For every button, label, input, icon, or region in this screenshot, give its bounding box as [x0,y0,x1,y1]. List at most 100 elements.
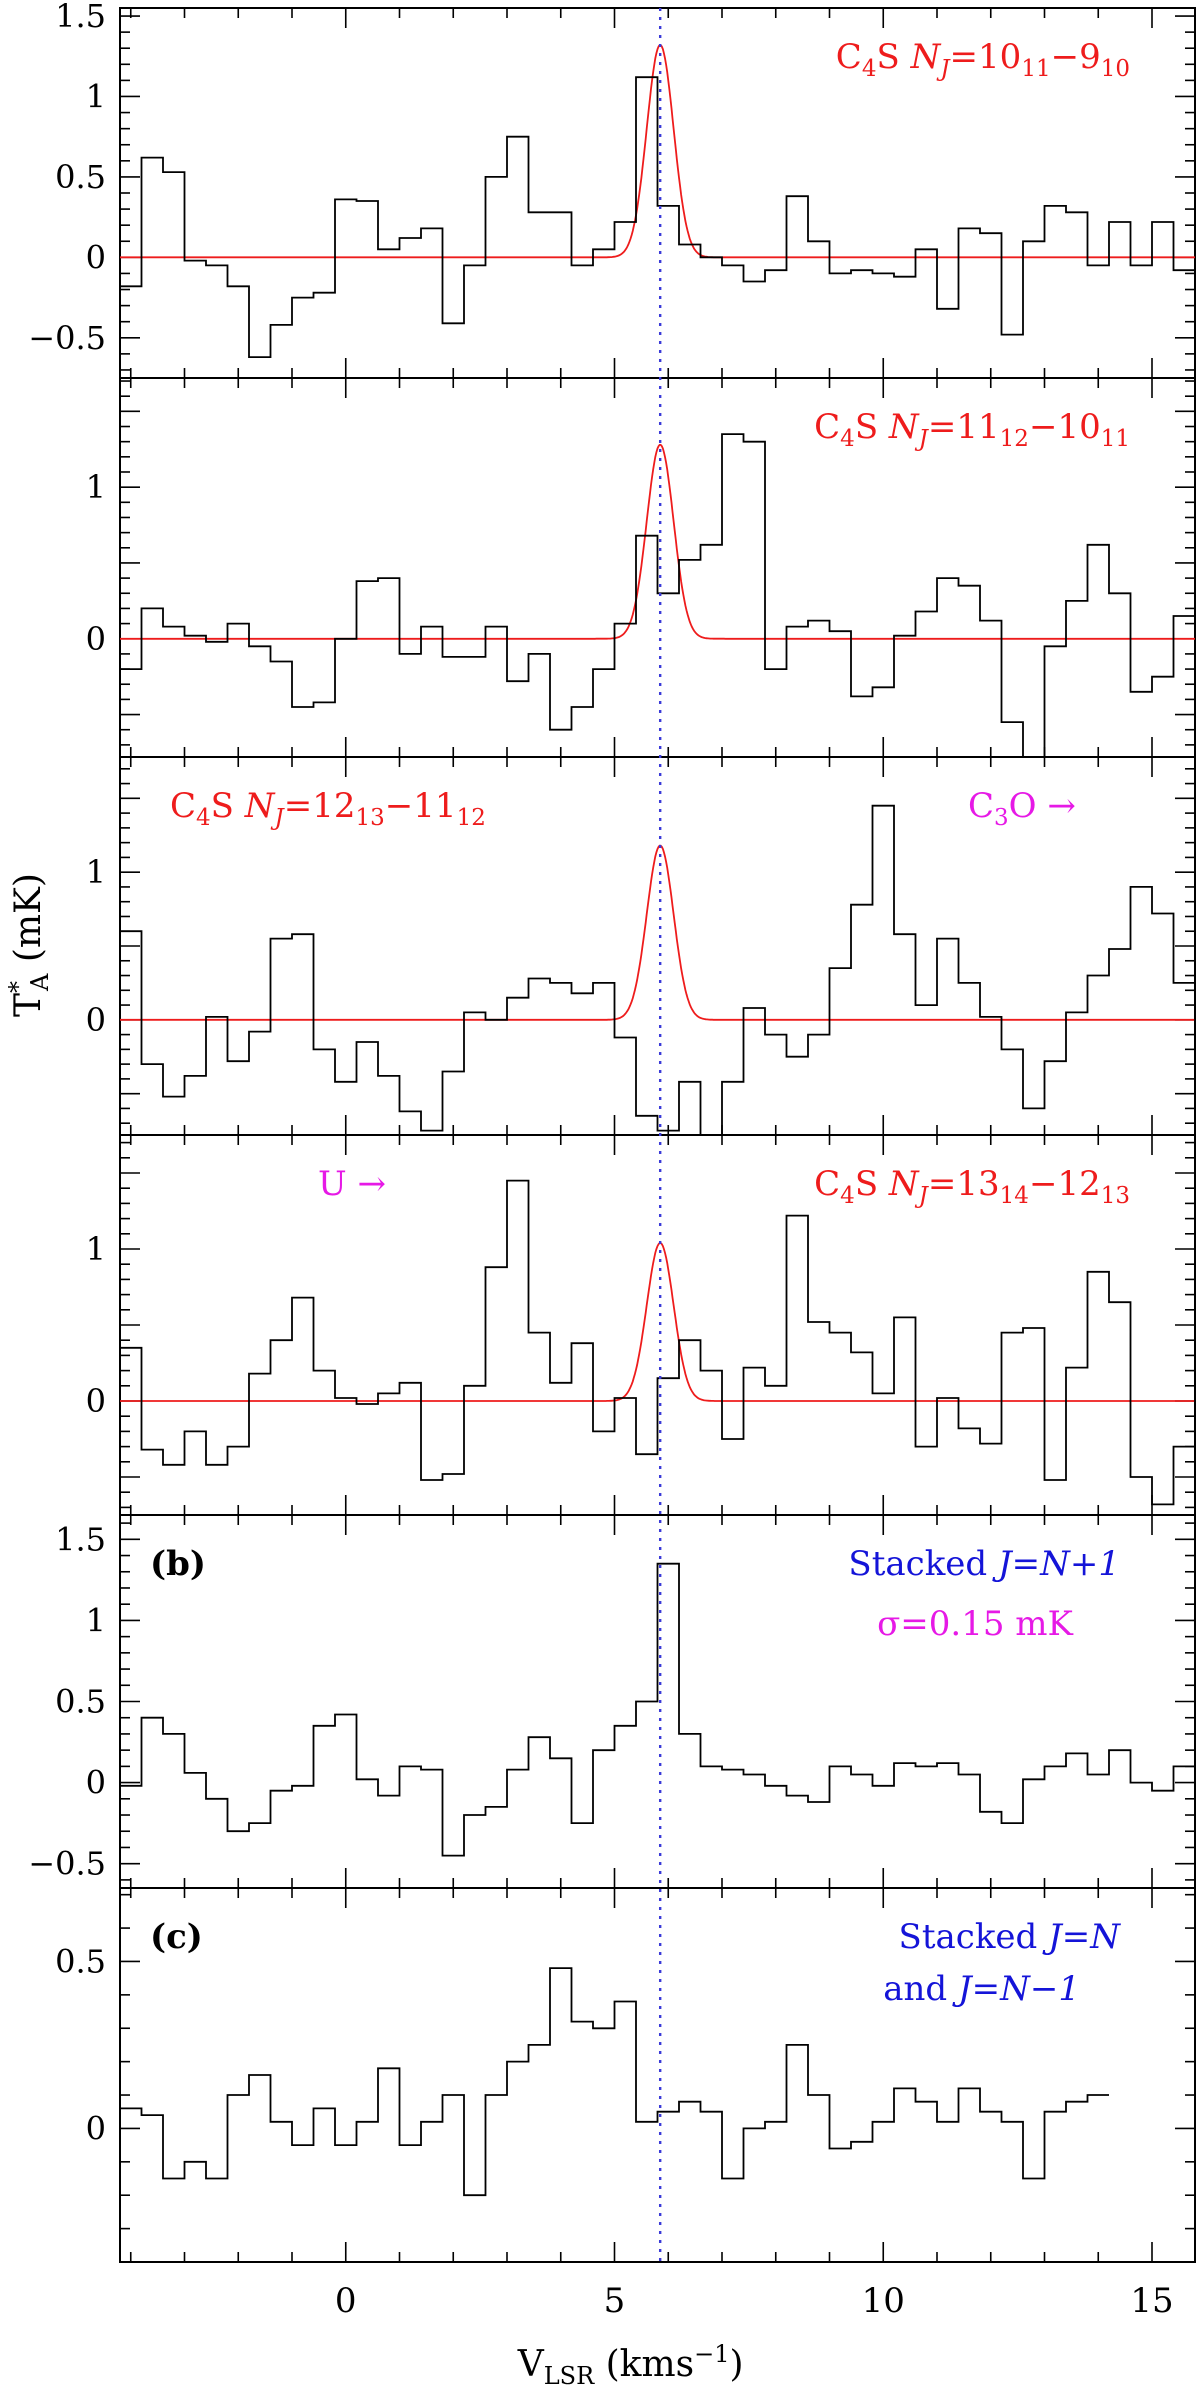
y-tick-label: 1 [86,468,106,506]
rms-noise-label: σ=0.15 mK [877,1604,1073,1644]
y-axis-title: T*A (mK) [4,873,54,1017]
title-lower: −11 [385,786,457,826]
marker-arrow: → [347,1164,386,1204]
stacked-text: Stacked [899,1917,1049,1957]
stacked-equation: J=N+1 [992,1544,1120,1584]
transition-title: C4S NJ=1314−1213 [814,1164,1130,1209]
spectrum-histogram [120,804,1195,1135]
marker-arrow: O → [1009,786,1076,826]
title-lower: −12 [1029,1164,1101,1204]
title-upper: =12 [284,786,356,826]
y-axis-title-units: (mK) [8,873,49,974]
panel-a4: 0 1 C4S NJ=1314−1213 U → [86,1134,1196,1516]
y-tick-label: 0 [86,1382,106,1420]
marker-text: C [968,786,994,826]
transition-title: C4S NJ=1112−1011 [814,407,1130,452]
y-tick-label: 0.5 [55,1683,106,1721]
title-lower-subscript: 10 [1101,56,1130,82]
gaussian-fit-line [120,844,1195,1021]
stacked-line2-equation: J=N−1 [952,1969,1080,2009]
title-upper: =13 [928,1164,1000,1204]
title-qn: N [244,786,276,826]
line-marker: C3O → [968,786,1076,831]
title-species-subscript: 4 [196,805,211,831]
y-axis-title-superscript: * [4,981,32,993]
y-tick-label: −0.5 [28,1845,106,1883]
title-upper-subscript: 14 [1000,1183,1029,1209]
x-tick-label: 5 [604,2281,626,2321]
gaussian-fit-line [120,44,1195,259]
title-species: C [814,1164,840,1204]
title-qn: N [888,407,920,447]
transition-title: C4S NJ=1213−1112 [170,786,486,831]
spectrum-histogram [120,76,1195,358]
title-species-subscript: 4 [840,426,855,452]
x-axis-title-units: (kms [594,2344,694,2385]
y-tick-label: 0.5 [55,1942,106,1980]
y-tick-label: 1.5 [55,1520,106,1558]
marker-text: U [318,1164,347,1204]
stacked-label: Stacked J=N+1 [848,1544,1120,1584]
title-upper-subscript: 11 [1021,56,1050,82]
y-tick-label: 1.5 [55,0,106,35]
panel-label: (c) [150,1917,203,1957]
spectrum-histogram [120,1967,1109,2197]
x-axis-title-close: ) [729,2344,743,2385]
panel-c: 0 0.5 (c) Stacked J=N and J=N−1 [55,1887,1196,2263]
x-axis-title-subscript: LSR [544,2362,595,2390]
y-axis-title-subscript: A [26,973,54,992]
panel-b: −0.5 0 0.5 1 1.5 (b) Stacked J=N+1 σ=0.15 mK [28,1514,1196,1889]
y-tick-label: −0.5 [28,319,106,357]
line-marker: U → [318,1164,386,1204]
title-lower-subscript: 13 [1101,1183,1130,1209]
title-qn-subscript: J [271,805,286,831]
x-axis-title-main: V [517,2344,545,2385]
panel-a2: 0 1 C4S NJ=1112−1011 [86,377,1196,758]
x-axis-title: VLSR (kms−1) [517,2340,744,2390]
title-qn-subscript: J [936,56,951,82]
x-tick-label: 10 [862,2281,905,2321]
transition-title: C4S NJ=1011−910 [836,37,1130,82]
spectrum-histogram [120,433,1195,757]
gaussian-fit-line [120,1242,1195,1402]
title-qn: N [888,1164,920,1204]
title-species-subscript: 4 [862,56,877,82]
x-tick-label: 15 [1130,2281,1173,2321]
title-lower: −10 [1029,407,1101,447]
title-upper: =10 [950,37,1022,77]
stacked-label-line2: and J=N−1 [883,1969,1080,2009]
gaussian-fit-line [120,443,1195,640]
y-tick-label: 0 [86,620,106,658]
y-axis-title-main: T [8,993,49,1017]
y-tick-label: 0 [86,2109,106,2147]
title-qn: N [910,37,942,77]
title-species-rest: S [876,37,910,77]
title-qn-subscript: J [915,426,930,452]
spectrum-histogram [120,1562,1195,1857]
y-tick-label: 0 [86,1001,106,1039]
panel-label: (b) [150,1544,206,1584]
title-upper-subscript: 12 [1000,426,1029,452]
x-tick-label: 0 [335,2281,357,2321]
title-species-rest: S [855,407,889,447]
title-species: C [170,786,196,826]
title-lower-subscript: 11 [1101,426,1130,452]
title-upper-subscript: 13 [356,805,385,831]
title-lower-subscript: 12 [457,805,486,831]
stacked-equation: J=N [1042,1917,1121,1957]
title-lower: −9 [1051,37,1101,77]
y-tick-label: 0 [86,238,106,276]
title-upper: =11 [928,407,1000,447]
stacked-label: Stacked J=N [899,1917,1122,1957]
stacked-text: Stacked [848,1544,998,1584]
spectrum-histogram [120,1179,1195,1506]
title-species-rest: S [211,786,245,826]
title-species: C [814,407,840,447]
stacked-line2-text: and [883,1969,958,2009]
title-qn-subscript: J [915,1183,930,1209]
marker-subscript: 3 [994,805,1009,831]
y-tick-label: 1 [86,1601,106,1639]
title-species-subscript: 4 [840,1183,855,1209]
